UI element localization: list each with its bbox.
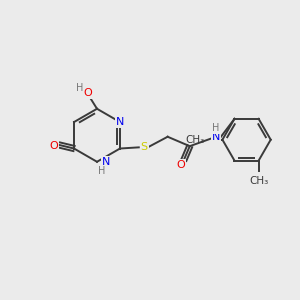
Text: O: O <box>84 88 92 98</box>
Text: N: N <box>212 132 220 142</box>
Text: H: H <box>76 82 84 93</box>
Text: H: H <box>98 166 105 176</box>
Text: O: O <box>176 160 185 170</box>
Text: S: S <box>140 142 148 152</box>
Text: CH₃: CH₃ <box>185 135 205 145</box>
Text: H: H <box>212 123 219 133</box>
Text: O: O <box>50 141 58 151</box>
Text: N: N <box>116 117 124 127</box>
Text: CH₃: CH₃ <box>249 176 268 186</box>
Text: N: N <box>101 157 110 167</box>
